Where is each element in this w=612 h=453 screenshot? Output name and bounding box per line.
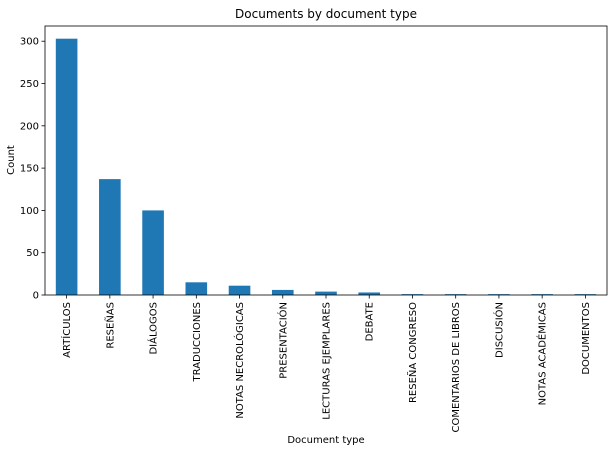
bar-1 — [99, 179, 121, 295]
x-axis: ARTÍCULOS RESEÑAS DIÁLOGOS TRADUCCIONES NOTA… — [60, 295, 592, 433]
y-axis-title: Count — [6, 145, 17, 175]
x-tick-label-3: TRADUCCIONES — [192, 302, 203, 382]
bars-group — [55, 38, 597, 295]
x-tick-label-12: DOCUMENTOS — [581, 302, 592, 375]
bar-0 — [55, 38, 78, 295]
bar-12 — [574, 294, 597, 295]
x-tick-label-0: ARTÍCULOS — [60, 302, 73, 358]
y-tick-label-3: 150 — [20, 164, 39, 175]
x-tick-label-1: RESEÑAS — [103, 302, 116, 349]
bar-5 — [271, 289, 294, 295]
bar-2 — [142, 210, 164, 295]
bar-7 — [358, 292, 381, 295]
bar-11 — [531, 294, 553, 295]
x-tick-label-4: NOTAS NECROLÓGICAS — [233, 302, 246, 419]
plot-frame — [44, 25, 608, 296]
x-tick-label-2: DIÁLOGOS — [147, 302, 160, 355]
y-tick-label-6: 300 — [20, 37, 39, 48]
x-tick-label-7: DEBATE — [365, 302, 376, 341]
x-tick-label-10: DISCUSIÓN — [492, 302, 505, 358]
bar-10 — [488, 294, 510, 295]
bar-8 — [401, 294, 424, 295]
chart-title: Documents by document type — [235, 7, 417, 21]
x-tick-label-5: PRESENTACIÓN — [276, 302, 289, 379]
bar-3 — [185, 282, 208, 295]
bar-6 — [315, 291, 337, 295]
y-tick-label-5: 250 — [20, 79, 39, 90]
y-tick-label-4: 200 — [20, 121, 39, 132]
x-tick-label-6: LECTURAS EJEMPLARES — [322, 302, 333, 420]
y-tick-label-2: 100 — [20, 206, 39, 217]
x-axis-title: Document type — [287, 435, 364, 446]
bar-4 — [228, 285, 251, 295]
bar-9 — [444, 294, 467, 295]
y-tick-label-1: 50 — [26, 248, 39, 259]
x-tick-label-11: NOTAS ACADÉMICAS — [536, 302, 549, 405]
x-tick-label-9: COMENTARIOS DE LIBROS — [451, 302, 462, 433]
x-tick-label-8: RESEÑA CONGRESO — [406, 302, 419, 403]
y-tick-label-0: 0 — [33, 291, 39, 302]
y-axis: 0 50 100 150 200 250 300 — [20, 37, 45, 302]
